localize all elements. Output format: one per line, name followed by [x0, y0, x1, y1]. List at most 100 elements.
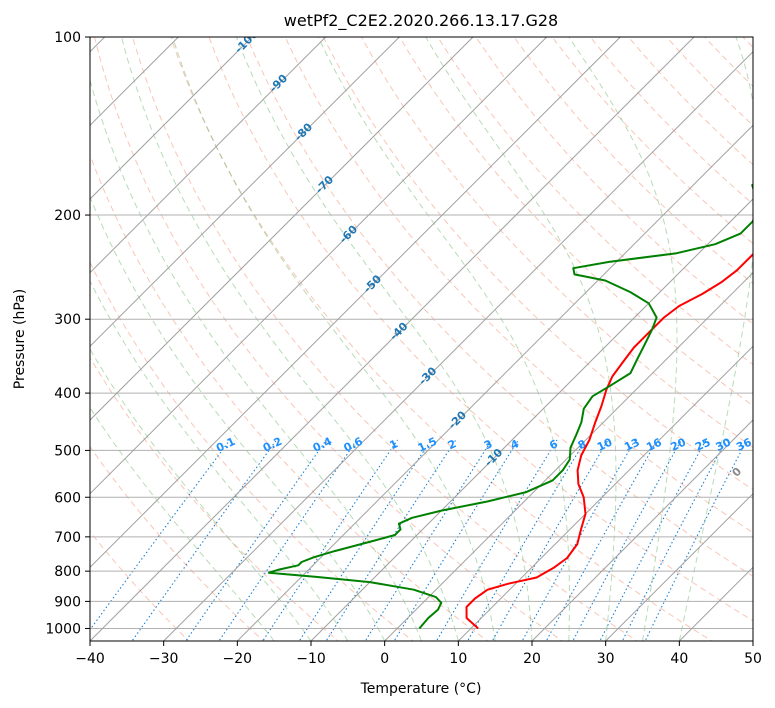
mixing-ratio-label: 0.1: [214, 435, 237, 455]
dry-adiabat: [208, 37, 753, 622]
isotherm: [678, 566, 753, 641]
moist-adiabat: [678, 37, 753, 641]
x-axis-label: Temperature (°C): [360, 681, 482, 697]
isotherm: [236, 124, 753, 641]
mixing-ratio-line: [325, 439, 457, 641]
mixing-ratio-line: [599, 439, 707, 641]
x-tick-label: −30: [149, 651, 179, 667]
moist-adiabat: [90, 78, 422, 641]
y-tick-label: 400: [54, 386, 81, 402]
mixing-ratio-label: 0.6: [342, 435, 365, 455]
y-tick-label: 200: [54, 208, 81, 224]
pressure-gridlines: [90, 37, 753, 629]
dry-adiabats: [90, 24, 775, 644]
isotherm-label: -50: [361, 272, 384, 295]
mixing-ratio-label: 1.5: [416, 435, 439, 455]
dry-adiabat: [627, 37, 753, 166]
isotherm: [90, 37, 474, 421]
y-axis-label: Pressure (hPa): [12, 289, 28, 389]
y-tick-label: 100: [54, 30, 81, 46]
profile-series: [267, 183, 753, 630]
dry-adiabat: [170, 37, 713, 641]
isotherm: [457, 345, 753, 641]
moist-adiabat: [90, 348, 312, 641]
x-tick-label: 30: [597, 651, 615, 667]
isotherm: [752, 640, 753, 641]
isotherm: [310, 198, 753, 641]
dry-adiabat: [768, 24, 775, 644]
x-tick-label: −10: [296, 651, 326, 667]
mixing-ratio-line: [491, 439, 609, 641]
mixing-ratio-line: [435, 439, 558, 641]
adiabat-label: 10: [770, 493, 775, 513]
moist-adiabat: [121, 37, 459, 641]
moist-adiabat: [90, 195, 386, 641]
mixing-ratio-line: [218, 439, 358, 641]
dry-adiabat: [93, 37, 564, 641]
dry-adiabat: [90, 356, 340, 641]
isotherm-label: -90: [267, 72, 290, 95]
isotherm: [531, 419, 753, 641]
isotherm: [605, 492, 753, 641]
dry-adiabat: [246, 37, 753, 577]
mixing-ratio-line: [262, 439, 399, 641]
mixing-ratio-line: [621, 439, 727, 641]
dry-adiabat: [513, 37, 753, 285]
moist-adiabat: [235, 37, 533, 641]
dry-adiabat: [551, 37, 753, 245]
isotherm-label: -30: [416, 364, 439, 387]
plot-area: -100-90-80-70-60-50-40-30-20-100.1 0.2 0.4…: [90, 24, 775, 644]
dry-adiabat: [437, 37, 753, 366]
isotherms: [90, 37, 753, 641]
dry-adiabat: [90, 153, 489, 641]
isotherm: [384, 271, 753, 641]
mixing-ratio-label: 10: [595, 435, 615, 453]
mixing-ratio-label: 20: [669, 435, 689, 453]
x-tick-label: −20: [223, 651, 253, 667]
mixing-ratio-line: [572, 439, 682, 641]
mixing-ratio-label: 25: [693, 436, 712, 454]
dewpoint-profile-line: [267, 183, 753, 630]
mixing-ratio-line: [545, 439, 658, 641]
chart-title: wetPf2_C2E2.2020.266.13.17.G28: [284, 11, 558, 31]
y-tick-label: 700: [54, 530, 81, 546]
dry-adiabat: [475, 37, 753, 325]
x-tick-label: 0: [380, 651, 389, 667]
moist-adiabat: [90, 406, 275, 641]
mixing-ratio-label: 16: [644, 436, 664, 454]
dry-adiabat: [665, 37, 753, 127]
isotherm: [163, 50, 753, 641]
isotherm-label: -100: [232, 27, 261, 56]
mixing-ratio-line: [298, 439, 432, 641]
isotherm: [90, 37, 327, 274]
isotherm: [90, 37, 548, 495]
mixing-ratio-label: 36: [734, 435, 754, 453]
mixing-ratio-line: [131, 439, 278, 641]
mixing-ratio-line: [364, 439, 493, 641]
moist-adiabat: [90, 280, 349, 641]
moist-adiabat: [425, 37, 617, 641]
x-tick-label: 20: [523, 651, 541, 667]
plot-frame: [89, 36, 754, 642]
mixing-ratio-lines: [90, 439, 748, 641]
x-tick-label: −40: [75, 651, 105, 667]
mixing-ratio-label: 0.4: [311, 435, 334, 455]
y-tick-label: 500: [54, 443, 81, 459]
dry-adiabat: [589, 37, 753, 205]
dry-adiabat: [704, 37, 753, 88]
y-tick-label: 300: [54, 312, 81, 328]
x-tick-label: 50: [744, 651, 762, 667]
isotherm-label: -20: [446, 408, 469, 431]
moist-adiabat: [568, 37, 678, 641]
y-tick-label: 1000: [45, 621, 81, 637]
dry-adiabat: [322, 37, 753, 491]
isotherm: [90, 37, 400, 348]
mixing-ratio-label: 0.2: [261, 435, 284, 455]
mixing-ratio-line: [644, 439, 748, 641]
moist-adiabat: [317, 37, 570, 641]
dry-adiabat: [90, 445, 265, 641]
y-axis-ticks: 100 200 300 400 500 600 700 800 900 1000: [45, 30, 90, 637]
adiabat-label: 0: [730, 465, 745, 480]
x-axis-ticks: −40 −30 −20 −10 0 10 20 30 40 50: [75, 641, 762, 667]
